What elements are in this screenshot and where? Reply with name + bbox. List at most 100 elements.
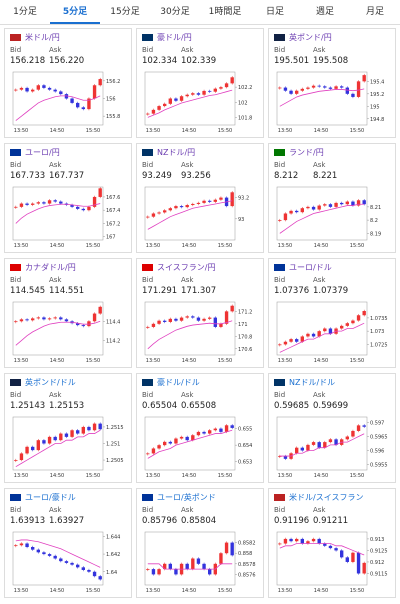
candle	[36, 317, 40, 319]
x-tick-label: 13:50	[146, 128, 160, 134]
x-tick-label: 13:50	[146, 358, 160, 364]
flag	[10, 264, 21, 271]
bid-value: 1.25143	[10, 401, 46, 411]
x-tick-label: 14:50	[182, 473, 196, 479]
x-tick-label: 13:50	[278, 588, 292, 594]
rate-card[interactable]: ユーロ/ドル Bid Ask 1.07376 1.07379 1.0725 1.073 1.0…	[268, 258, 396, 368]
x-tick-label: 15:50	[86, 243, 100, 249]
candle	[191, 93, 195, 95]
candle	[208, 430, 212, 434]
candle	[300, 208, 304, 213]
candle	[92, 196, 97, 207]
candle	[76, 430, 80, 434]
candle	[25, 203, 29, 205]
ask-value: 0.85804	[181, 516, 217, 526]
moving-average	[15, 320, 101, 346]
bid-value: 0.91196	[274, 516, 310, 526]
flag	[274, 379, 285, 386]
candle	[47, 200, 52, 204]
y-tick-label: 167.2	[106, 221, 120, 227]
candle	[168, 441, 172, 444]
mini-chart: 8.19 8.2 8.21 13:50 14:50 15:50	[276, 186, 381, 249]
bid-value: 1.63913	[10, 516, 46, 526]
candle	[42, 85, 46, 88]
tab[interactable]: 15分足	[110, 7, 140, 17]
candle	[47, 87, 52, 90]
y-tick-label: 0.653	[238, 460, 252, 466]
rate-card[interactable]: カナダドル/円 Bid Ask 114.545 114.551 114.2 114.4 13:…	[4, 258, 132, 368]
candle	[323, 86, 327, 88]
y-tick-label: 194.8	[370, 117, 384, 123]
candle	[356, 81, 361, 97]
candle	[42, 317, 46, 320]
candle	[53, 555, 57, 559]
plot-frame	[276, 416, 368, 471]
bid-value: 93.249	[142, 171, 172, 181]
plot-frame	[144, 416, 236, 471]
x-tick-label: 14:50	[182, 588, 196, 594]
y-tick-label: 0.654	[238, 443, 252, 449]
candle	[300, 538, 304, 544]
plot-frame	[144, 71, 236, 126]
candle	[191, 435, 195, 441]
ask-value: 8.221	[313, 171, 338, 181]
tab[interactable]: 週足	[315, 7, 334, 17]
rate-card[interactable]: スイスフラン/円 Bid Ask 171.291 171.307 170.6 170.8 17…	[136, 258, 264, 368]
candle	[334, 202, 338, 207]
rate-card[interactable]: NZドル/円 Bid Ask 93.249 93.256 93 93.2 13:50 14:50…	[136, 143, 264, 253]
rate-card[interactable]: ユーロ/英ポンド Bid Ask 0.85796 0.85804 0.8576 0.8578…	[136, 488, 264, 598]
mini-chart: 0.8576 0.8578 0.858 0.8582 13:50 14:50 15:50	[144, 531, 256, 594]
tab[interactable]: 日足	[265, 7, 284, 17]
rate-card[interactable]: 米ドル/円 Bid Ask 156.218 156.220 155.8 156 156.2 13…	[4, 28, 132, 138]
mini-chart: 0.5955 0.596 0.5965 0.597 13:50 14:50 15:50	[276, 416, 388, 479]
candle	[14, 206, 18, 208]
bid-label: Bid	[274, 391, 286, 399]
tab[interactable]: 月足	[365, 7, 384, 17]
rate-card[interactable]: 豪ドル/円 Bid Ask 102.334 102.339 101.8 102 102.2 13…	[136, 28, 264, 138]
candle	[224, 542, 229, 554]
candle	[47, 318, 52, 320]
candle	[300, 88, 304, 91]
rate-card[interactable]: NZドル/ドル Bid Ask 0.59685 0.59699 0.5955 0.596 0.…	[268, 373, 396, 483]
candle	[345, 436, 349, 440]
x-tick-label: 14:50	[50, 473, 64, 479]
candle	[64, 433, 69, 437]
tab[interactable]: 1時間足	[208, 7, 242, 17]
candle	[59, 433, 63, 441]
candle	[179, 96, 184, 101]
candle	[146, 113, 150, 115]
pair-name: ユーロ/豪ドル	[25, 493, 76, 502]
candle	[289, 90, 293, 94]
x-tick-label: 14:50	[314, 588, 328, 594]
rate-card[interactable]: ユーロ/豪ドル Bid Ask 1.63913 1.63927 1.64 1.642 1.64…	[4, 488, 132, 598]
candle	[146, 453, 150, 455]
y-tick-label: 171.2	[238, 309, 252, 315]
candle	[25, 543, 29, 548]
candle	[323, 543, 327, 546]
tab[interactable]: 1分足	[13, 7, 37, 17]
rate-card[interactable]: ランド/円 Bid Ask 8.212 8.221 8.19 8.2 8.21 13:50 14:…	[268, 143, 396, 253]
rate-card[interactable]: 英ポンド/ドル Bid Ask 1.25143 1.25153 1.2505 1.251 1.…	[4, 373, 132, 483]
candle	[163, 320, 167, 322]
tab[interactable]: 30分足	[160, 7, 190, 17]
rate-card[interactable]: 米ドル/スイスフラン Bid Ask 0.91196 0.91211 0.9115 0.91…	[268, 488, 396, 598]
candle	[25, 319, 29, 321]
rate-card[interactable]: 英ポンド/円 Bid Ask 195.501 195.508 194.8 195 195.2 1…	[268, 28, 396, 138]
candle	[278, 87, 282, 89]
bid-label: Bid	[142, 46, 154, 54]
plot-frame	[144, 186, 236, 241]
tab[interactable]: 5分足	[50, 0, 100, 24]
pair-name: 米ドル/円	[25, 33, 60, 42]
pair-name: NZドル/円	[157, 148, 196, 157]
candle	[25, 446, 29, 454]
y-tick-label: 0.5955	[370, 462, 388, 468]
rate-card[interactable]: ユーロ/円 Bid Ask 167.733 167.737 167 167.2 167.4 16…	[4, 143, 132, 253]
candle	[87, 206, 91, 211]
y-tick-label: 1.642	[106, 552, 120, 558]
bid-value: 0.65504	[142, 401, 178, 411]
rate-card[interactable]: 豪ドル/ドル Bid Ask 0.65504 0.65508 0.653 0.654 0.65…	[136, 373, 264, 483]
candle	[151, 448, 156, 454]
y-tick-label: 8.19	[370, 231, 381, 237]
candle	[179, 317, 184, 321]
candle	[311, 85, 316, 88]
